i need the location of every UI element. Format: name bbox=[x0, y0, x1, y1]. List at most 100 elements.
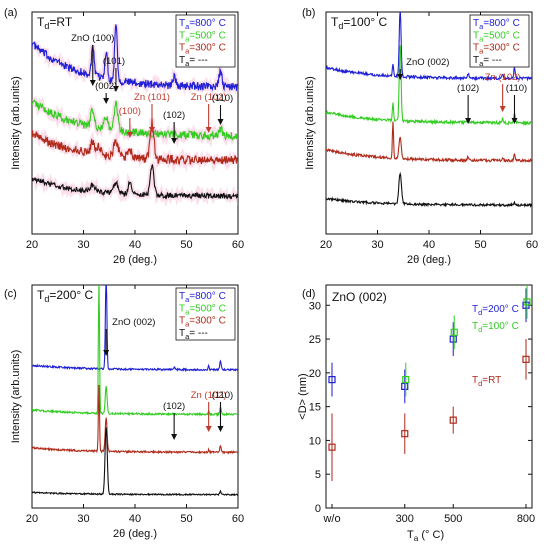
series-label: Td=RT bbox=[472, 375, 501, 388]
y-axis-label: <D> (nm) bbox=[297, 373, 309, 419]
x-tick-label: 50 bbox=[180, 513, 192, 525]
annotation-arrowhead bbox=[148, 127, 155, 133]
x-tick-label: 40 bbox=[423, 239, 435, 251]
x-tick-label: 30 bbox=[77, 239, 89, 251]
annotation-arrowhead bbox=[217, 119, 224, 125]
x-tick-label: 60 bbox=[232, 513, 244, 525]
peak-annotation: Zn (102) bbox=[485, 72, 521, 83]
peak-annotation: (101) bbox=[103, 56, 125, 67]
legend-entry: Ta= --- bbox=[179, 328, 208, 341]
legend-entry: Ta=300° C bbox=[179, 316, 226, 329]
data-point bbox=[449, 416, 457, 424]
legend-entry: Ta=500° C bbox=[179, 303, 226, 316]
x-tick-label: 300 bbox=[396, 513, 414, 525]
annotation-arrowhead bbox=[465, 118, 472, 124]
y-axis-label: Intensity (arb.units) bbox=[304, 76, 316, 170]
legend-entry: Ta=500° C bbox=[473, 30, 520, 43]
panel-title: Td=RT bbox=[37, 15, 73, 31]
series-line-2 bbox=[32, 118, 238, 166]
y-tick-label: 15 bbox=[309, 402, 321, 414]
data-point bbox=[449, 335, 457, 343]
peak-annotation: ZnO (100) bbox=[71, 33, 114, 44]
series-label: Td=200° C bbox=[472, 304, 519, 317]
peak-annotation: ZnO (002) bbox=[112, 317, 155, 328]
annotation-arrowhead bbox=[126, 132, 133, 138]
y-tick-label: 10 bbox=[309, 435, 321, 447]
peak-annotation: Zn (102) bbox=[191, 390, 227, 401]
series-line-0 bbox=[326, 12, 532, 82]
series-line-3 bbox=[32, 163, 238, 200]
data-point bbox=[328, 443, 336, 451]
data-point bbox=[402, 376, 410, 384]
data-point bbox=[522, 355, 530, 363]
chart-panel-3: 20 30 40 50 60 2θ (deg.) Intensity (arb.units)… bbox=[4, 284, 244, 540]
annotation-arrowhead bbox=[397, 74, 404, 80]
x-tick-label: 50 bbox=[180, 239, 192, 251]
y-axis-label: Intensity (arb.units) bbox=[10, 350, 22, 444]
x-tick-label: 500 bbox=[444, 513, 462, 525]
x-tick-label: 40 bbox=[129, 513, 141, 525]
series-line-2 bbox=[32, 384, 238, 455]
legend-entry: Ta=800° C bbox=[473, 18, 520, 31]
annotation-arrowhead bbox=[103, 98, 110, 104]
x-tick-label: 60 bbox=[232, 239, 244, 251]
annotation-arrowhead bbox=[112, 86, 119, 92]
series-line-3 bbox=[32, 427, 238, 497]
plot-frame bbox=[325, 284, 533, 509]
legend-box bbox=[175, 287, 236, 341]
panel-title: Td=100° C bbox=[331, 15, 388, 31]
data-point bbox=[401, 430, 409, 438]
peak-annotation: Zn (101) bbox=[134, 92, 170, 103]
x-axis-label: 2θ (deg.) bbox=[113, 254, 157, 266]
panel-label: (b) bbox=[302, 7, 315, 19]
x-tick-label: 20 bbox=[320, 239, 332, 251]
y-tick-label: 0 bbox=[315, 503, 321, 515]
chart-panel-1: 20 30 40 50 60 2θ (deg.) Intensity (arb.units)… bbox=[4, 7, 244, 266]
data-point bbox=[450, 328, 458, 336]
x-tick-label: 30 bbox=[371, 239, 383, 251]
x-tick-label: w/o bbox=[322, 513, 340, 525]
annotation-arrowhead bbox=[103, 350, 110, 356]
series-line-1 bbox=[32, 99, 238, 142]
y-tick-label: 20 bbox=[309, 368, 321, 380]
legend-box bbox=[175, 14, 236, 68]
series-line-1 bbox=[326, 45, 532, 127]
peak-annotation: (102) bbox=[163, 401, 185, 412]
data-point bbox=[523, 298, 531, 306]
series-label: Td=100° C bbox=[472, 321, 519, 334]
panel-title: ZnO (002) bbox=[332, 290, 387, 304]
y-tick-label: 30 bbox=[309, 300, 321, 312]
panel-label: (c) bbox=[4, 288, 17, 300]
peak-annotation: (110) bbox=[212, 390, 233, 401]
annotation-arrowhead bbox=[171, 434, 178, 440]
x-axis-label: 2θ (deg.) bbox=[113, 528, 157, 540]
y-tick-label: 25 bbox=[309, 334, 321, 346]
legend-entry: Ta=300° C bbox=[473, 43, 520, 56]
panel-label: (d) bbox=[302, 288, 315, 300]
x-tick-label: 60 bbox=[526, 239, 538, 251]
annotation-arrowhead bbox=[89, 80, 96, 86]
x-axis-label: Ta (° C) bbox=[407, 529, 444, 543]
peak-annotation: (102) bbox=[457, 83, 479, 94]
panel-title: Td=200° C bbox=[37, 288, 94, 304]
data-point bbox=[401, 382, 409, 390]
series-line-3 bbox=[326, 171, 532, 208]
annotation-arrowhead bbox=[205, 127, 212, 133]
y-tick-label: 5 bbox=[315, 469, 321, 481]
peak-annotation: (100) bbox=[119, 106, 141, 117]
annotation-arrowhead bbox=[499, 106, 506, 112]
peak-annotation: Zn (102) bbox=[191, 92, 227, 103]
annotation-arrowhead bbox=[171, 138, 178, 144]
panel-label: (a) bbox=[4, 7, 17, 19]
peak-annotation: (110) bbox=[506, 83, 527, 94]
annotation-arrowhead bbox=[511, 118, 518, 124]
series-line-2 bbox=[326, 121, 532, 164]
x-tick-label: 50 bbox=[474, 239, 486, 251]
legend-entry: Ta=800° C bbox=[179, 291, 226, 304]
peak-annotation: (110) bbox=[212, 93, 233, 104]
x-tick-label: 40 bbox=[129, 239, 141, 251]
legend-box bbox=[469, 14, 530, 68]
legend-entry: Ta=500° C bbox=[179, 30, 226, 43]
x-tick-label: 20 bbox=[26, 239, 38, 251]
